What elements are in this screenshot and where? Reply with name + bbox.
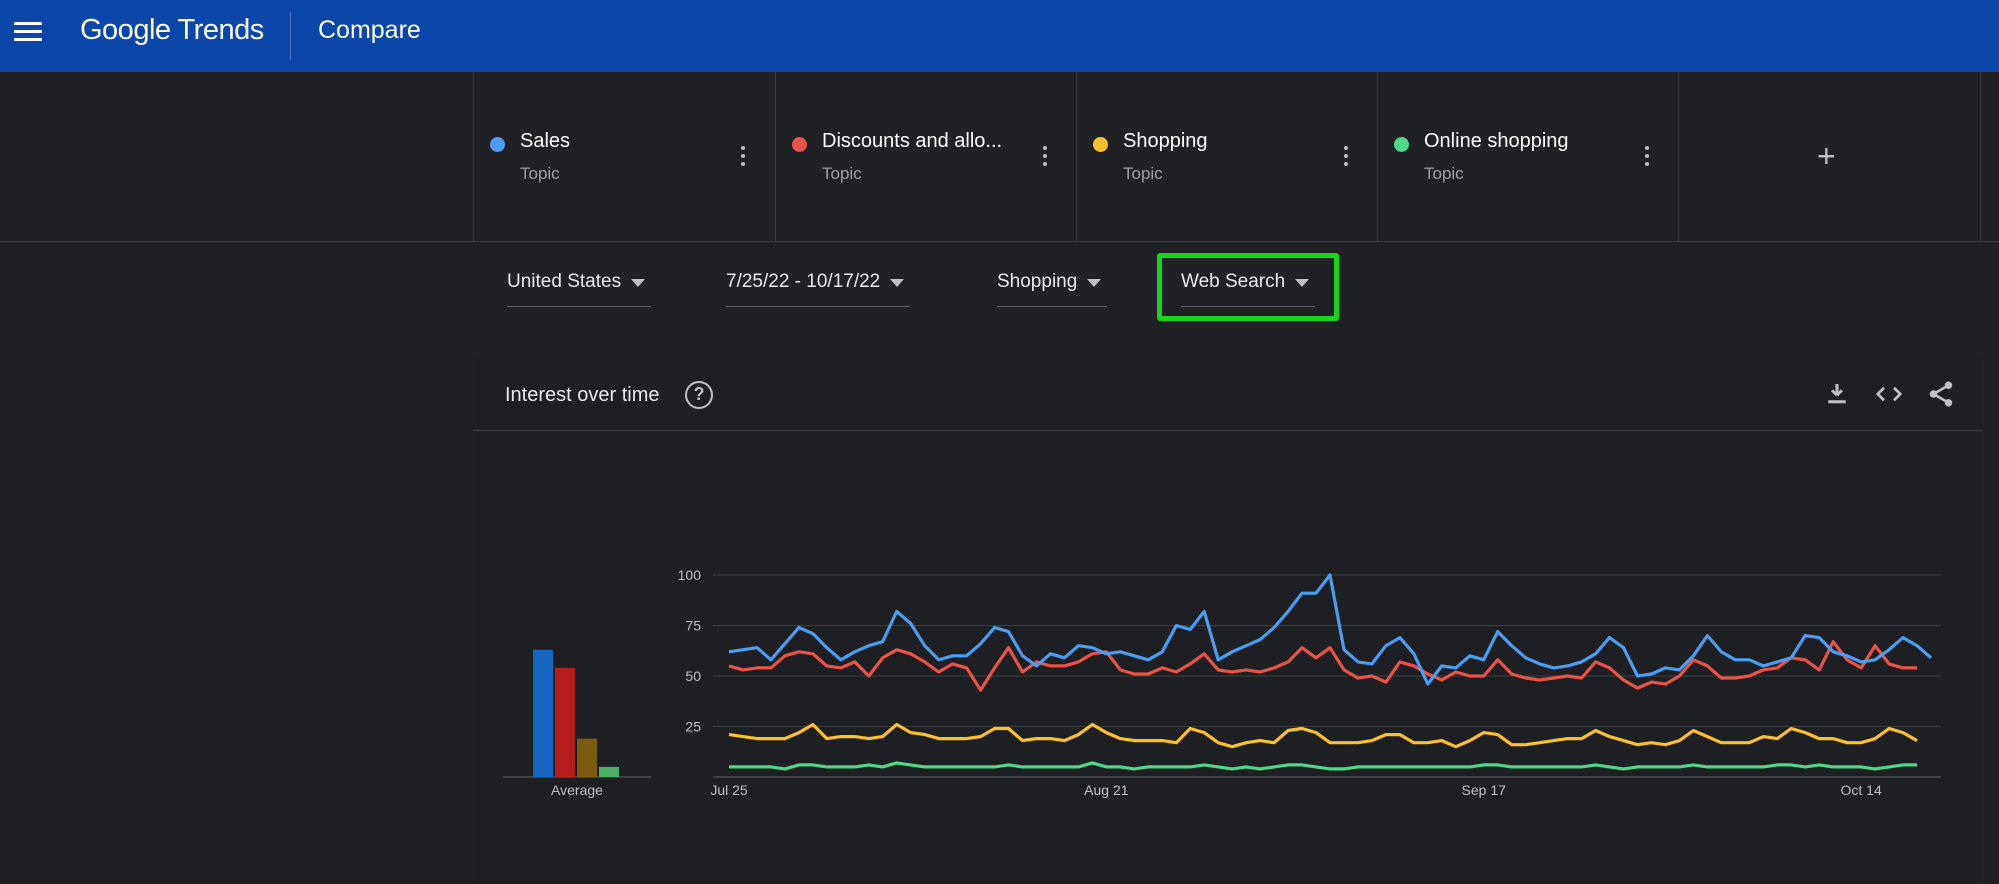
chart-grid: 25 50 75 100 Jul 25 Aug 21 Sep 17 Oct 14 — [678, 567, 1941, 798]
term-color-dot — [1394, 137, 1409, 152]
menu-icon[interactable] — [14, 22, 42, 46]
panel-header: Interest over time ? — [473, 359, 1982, 431]
term-card-shopping[interactable]: Shopping Topic — [1076, 72, 1378, 242]
y-tick-label: 25 — [685, 719, 701, 735]
term-type: Topic — [1123, 164, 1163, 183]
x-tick-label: Jul 25 — [710, 782, 748, 798]
average-bars: Average — [503, 649, 651, 798]
x-tick-label: Sep 17 — [1462, 782, 1507, 798]
page-title: Compare — [318, 16, 421, 44]
search-type-value: Web Search — [1181, 271, 1286, 292]
term-color-dot — [490, 137, 505, 152]
term-color-dot — [792, 137, 807, 152]
y-tick-label: 100 — [678, 567, 702, 583]
download-icon[interactable] — [1822, 379, 1852, 409]
more-vert-icon[interactable] — [736, 146, 750, 172]
google-trends-logo[interactable]: Google Trends — [80, 14, 264, 46]
interest-chart: Average 25 50 75 100 Jul 25 Aug 21 Sep 17 Oct 1… — [503, 567, 1941, 798]
share-icon[interactable] — [1926, 379, 1956, 409]
add-comparison-button[interactable]: + — [1678, 72, 1981, 242]
more-vert-icon[interactable] — [1038, 146, 1052, 172]
y-tick-label: 75 — [685, 618, 701, 634]
x-tick-label: Aug 21 — [1084, 782, 1129, 798]
term-type: Topic — [520, 164, 560, 183]
average-bar — [555, 667, 575, 777]
search-type-select[interactable]: Web Search — [1181, 271, 1316, 307]
term-card-sales[interactable]: Sales Topic — [473, 72, 775, 242]
help-icon[interactable]: ? — [685, 381, 713, 409]
y-tick-label: 50 — [685, 668, 701, 684]
more-vert-icon[interactable] — [1640, 146, 1654, 172]
date-range-select[interactable]: 7/25/22 - 10/17/22 — [726, 271, 911, 307]
dropdown-arrow-icon — [1295, 279, 1310, 287]
average-bar — [599, 766, 619, 777]
term-name[interactable]: Online shopping — [1424, 130, 1569, 152]
average-label: Average — [551, 782, 603, 798]
average-bar — [533, 649, 553, 777]
interest-over-time-panel: Interest over time ? Average 25 50 75 100 Ju… — [473, 359, 1982, 884]
category-value: Shopping — [997, 271, 1078, 292]
average-bar — [577, 738, 597, 777]
embed-code-icon[interactable] — [1874, 379, 1904, 409]
series-line — [728, 573, 1933, 686]
term-name[interactable]: Sales — [520, 130, 571, 152]
series-line — [728, 640, 1917, 692]
app-header: Google Trends Compare — [0, 0, 1999, 72]
x-tick-label: Oct 14 — [1840, 782, 1881, 798]
series-line — [729, 761, 1917, 771]
panel-title: Interest over time — [505, 384, 660, 406]
term-name[interactable]: Discounts and allo... — [822, 130, 1003, 152]
region-value: United States — [507, 271, 622, 292]
compare-terms-bar: Sales Topic Discounts and allo... Topic … — [0, 72, 1999, 242]
category-select[interactable]: Shopping — [997, 271, 1108, 307]
highlight-box — [1157, 253, 1339, 321]
term-type: Topic — [822, 164, 862, 183]
region-select[interactable]: United States — [507, 271, 652, 307]
chart-lines — [728, 573, 1933, 771]
header-divider — [290, 12, 291, 60]
term-color-dot — [1093, 137, 1108, 152]
plus-icon[interactable]: + — [1817, 138, 1836, 174]
dropdown-arrow-icon — [890, 279, 905, 287]
more-vert-icon[interactable] — [1339, 146, 1353, 172]
term-card-online-shopping[interactable]: Online shopping Topic — [1377, 72, 1679, 242]
dropdown-arrow-icon — [631, 279, 646, 287]
term-card-discounts[interactable]: Discounts and allo... Topic — [775, 72, 1077, 242]
filter-bar: United States 7/25/22 - 10/17/22 Shoppin… — [0, 243, 1999, 329]
term-name[interactable]: Shopping — [1123, 130, 1208, 152]
series-line — [728, 722, 1918, 749]
term-type: Topic — [1424, 164, 1464, 183]
dropdown-arrow-icon — [1087, 279, 1102, 287]
date-range-value: 7/25/22 - 10/17/22 — [726, 271, 881, 292]
